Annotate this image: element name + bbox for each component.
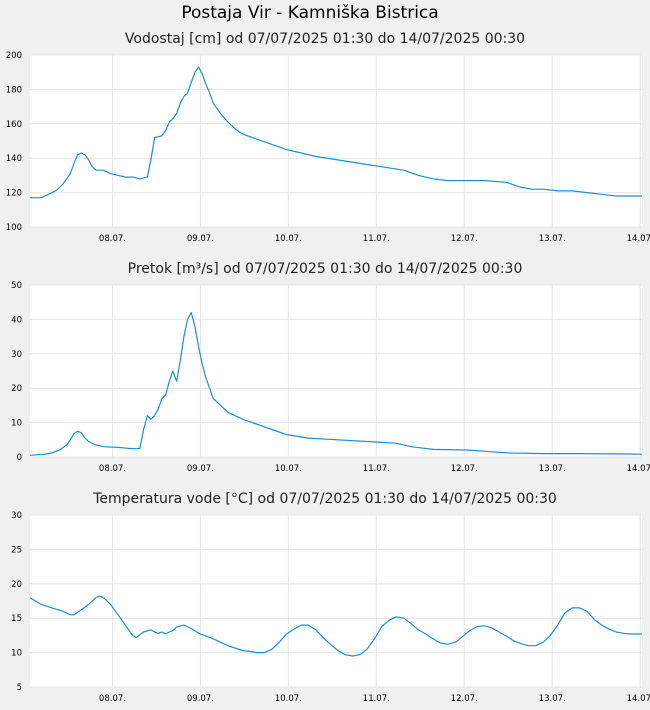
discharge-chart: 0 10 20 30 40 50 08.07. 09.07. 10.07. 11.07. 12.07… — [11, 281, 650, 474]
discharge-chart-title: Pretok [m³/s] od 07/07/2025 01:30 do 14/… — [127, 261, 523, 277]
water-level-plot-area — [30, 55, 642, 227]
water-level-x-tick-label: 08.07. — [99, 234, 126, 244]
discharge-x-tick-label: 14.07. — [627, 464, 650, 474]
water-temperature-y-tick-label: 25 — [11, 545, 22, 555]
water-level-chart-title: Vodostaj [cm] od 07/07/2025 01:30 do 14/… — [124, 31, 526, 47]
water-temperature-plot-area — [30, 515, 642, 687]
discharge-x-tick-label: 08.07. — [99, 464, 126, 474]
discharge-x-tick-label: 11.07. — [363, 464, 390, 474]
water-level-y-tick-label: 140 — [6, 154, 22, 164]
water-temperature-x-tick-label: 14.07. — [627, 694, 650, 704]
discharge-plot-area — [30, 285, 642, 457]
main-title: Postaja Vir - Kamniška Bistrica — [181, 3, 439, 23]
water-level-series-line — [30, 66, 642, 199]
water-level-y-tick-label: 160 — [6, 120, 22, 130]
discharge-x-tick-label: 09.07. — [187, 464, 214, 474]
water-temperature-x-tick-label: 12.07. — [451, 694, 478, 704]
water-level-x-tick-label: 13.07. — [539, 234, 566, 244]
water-level-x-tick-label: 12.07. — [451, 234, 478, 244]
discharge-series-line — [29, 311, 643, 456]
water-temperature-y-tick-label: 10 — [11, 649, 22, 659]
water-level-x-tick-label: 09.07. — [187, 234, 214, 244]
discharge-y-tick-label: 30 — [11, 350, 22, 360]
water-temperature-chart: 5 10 15 20 25 30 08.07. 09.07. 10.07. 11.07. 12.07… — [11, 511, 650, 704]
discharge-y-tick-label: 0 — [17, 453, 22, 463]
discharge-y-tick-label: 40 — [11, 315, 22, 325]
discharge-x-tick-label: 10.07. — [275, 464, 302, 474]
water-temperature-y-tick-label: 5 — [17, 683, 22, 693]
water-temperature-x-tick-label: 13.07. — [539, 694, 566, 704]
water-level-y-tick-label: 120 — [6, 189, 22, 199]
water-temperature-y-tick-label: 15 — [11, 614, 22, 624]
water-level-x-tick-label: 10.07. — [275, 234, 302, 244]
discharge-y-tick-label: 50 — [11, 281, 22, 291]
discharge-y-tick-label: 20 — [11, 384, 22, 394]
water-temperature-series-line — [29, 595, 642, 657]
water-level-y-tick-label: 180 — [6, 85, 22, 95]
discharge-x-tick-label: 13.07. — [539, 464, 566, 474]
water-level-chart: 100 120 140 160 180 200 08.07. 09.07. 10.07. 11.0… — [6, 51, 650, 244]
water-temperature-x-tick-label: 11.07. — [363, 694, 390, 704]
water-level-y-tick-label: 200 — [6, 51, 22, 61]
water-temperature-x-tick-label: 10.07. — [275, 694, 302, 704]
discharge-y-tick-label: 10 — [11, 419, 22, 429]
water-temperature-y-tick-label: 20 — [11, 580, 22, 590]
water-temperature-y-tick-label: 30 — [11, 511, 22, 521]
water-level-x-tick-label: 11.07. — [363, 234, 390, 244]
water-temperature-chart-title: Temperatura vode [°C] od 07/07/2025 01:3… — [93, 491, 557, 507]
water-temperature-x-tick-label: 09.07. — [187, 694, 214, 704]
discharge-x-tick-label: 12.07. — [451, 464, 478, 474]
water-level-y-tick-label: 100 — [6, 223, 22, 233]
water-temperature-x-tick-label: 08.07. — [99, 694, 126, 704]
water-level-x-tick-label: 14.07. — [627, 234, 650, 244]
